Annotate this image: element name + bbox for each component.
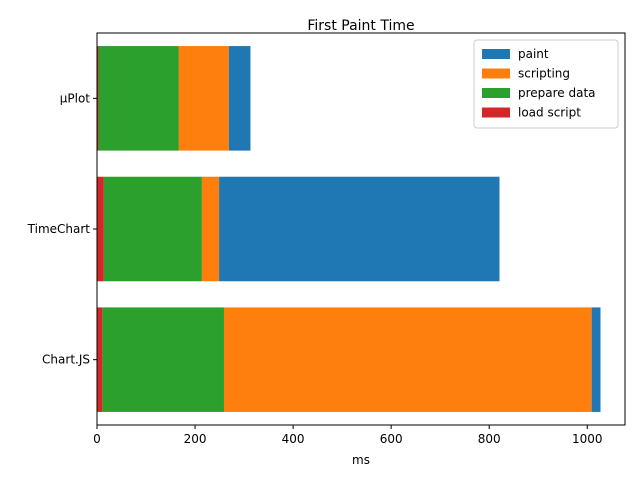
bar-load-script-0 — [97, 46, 99, 151]
bar-paint-1 — [219, 176, 500, 282]
bar-load-script-1 — [97, 176, 104, 282]
x-tick-label: 0 — [93, 432, 101, 446]
bar-scripting-1 — [201, 176, 220, 282]
bar-paint-0 — [228, 46, 251, 151]
legend-swatch-load-script — [482, 107, 510, 118]
x-tick-label: 1000 — [572, 432, 603, 446]
x-tick-label: 800 — [478, 432, 501, 446]
legend: paint scripting prepare data load script — [473, 39, 619, 129]
bar-paint-2 — [591, 307, 601, 412]
legend-label: paint — [518, 47, 549, 61]
y-tick-label: μPlot — [60, 91, 91, 105]
bar-prepare-data-1 — [103, 176, 202, 282]
legend-label: load script — [518, 106, 581, 120]
legend-swatch-prepare-data — [482, 88, 510, 98]
bar-prepare-data-2 — [102, 307, 224, 412]
bars-group — [97, 46, 601, 412]
legend-swatch-scripting — [482, 68, 510, 79]
y-axis: μPlot TimeChart Chart.JS — [27, 91, 97, 367]
y-tick-label: Chart.JS — [42, 353, 90, 367]
x-axis: 0 200 400 600 800 1000 — [93, 425, 603, 446]
bar-scripting-0 — [178, 46, 229, 151]
x-tick-label: 600 — [380, 432, 403, 446]
bar-prepare-data-0 — [98, 46, 179, 151]
y-tick-label: TimeChart — [27, 222, 91, 236]
legend-swatch-paint — [482, 49, 510, 59]
bar-load-script-2 — [97, 307, 103, 412]
x-tick-label: 200 — [184, 432, 207, 446]
legend-label: scripting — [518, 67, 570, 81]
x-tick-label: 400 — [282, 432, 305, 446]
legend-label: prepare data — [518, 86, 596, 100]
legend-frame — [473, 39, 619, 129]
x-axis-label: ms — [352, 453, 370, 467]
bar-scripting-2 — [223, 307, 592, 412]
chart-title: First Paint Time — [307, 18, 414, 34]
